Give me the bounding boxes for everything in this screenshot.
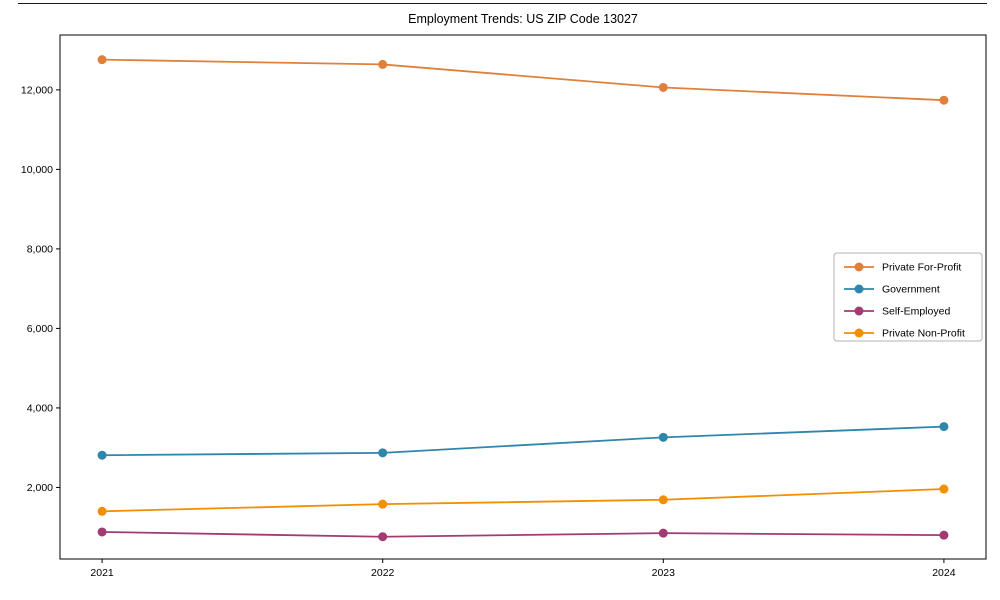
data-point-private-for-profit [378,59,388,69]
data-point-government [658,432,668,442]
data-point-government [97,450,107,460]
data-point-private-non-profit [939,484,949,494]
data-point-government [939,422,949,432]
legend-label-self-employed: Self-Employed [882,306,950,318]
window-top-border [18,3,987,4]
y-tick-label: 4,000 [27,403,53,415]
legend-marker-private-non-profit [854,328,864,338]
x-tick-label: 2021 [90,567,114,579]
data-point-private-non-profit [97,506,107,516]
x-tick-label: 2022 [371,567,395,579]
data-point-private-for-profit [97,55,107,65]
data-point-self-employed [939,530,949,540]
y-tick-label: 10,000 [21,164,53,176]
data-point-self-employed [378,532,388,542]
y-tick-label: 6,000 [27,323,53,335]
series-line-private-for-profit [102,58,944,102]
x-tick-label: 2024 [932,567,956,579]
y-tick-label: 12,000 [21,84,53,96]
legend-marker-self-employed [854,306,864,316]
data-point-private-non-profit [378,499,388,509]
chart-title: Employment Trends: US ZIP Code 13027 [408,12,638,26]
legend-box [833,252,983,342]
data-point-private-for-profit [658,82,668,92]
series-line-self-employed [102,531,944,538]
data-point-government [378,448,388,458]
y-tick-label: 2,000 [27,482,53,494]
x-tick-label: 2023 [652,567,676,579]
legend-label-private-non-profit: Private Non-Profit [882,328,965,340]
data-point-self-employed [97,527,107,537]
data-point-private-non-profit [658,495,668,505]
legend-label-private-for-profit: Private For-Profit [882,262,961,274]
data-point-private-for-profit [939,95,949,105]
data-point-self-employed [658,528,668,538]
y-tick-label: 8,000 [27,243,53,255]
series-line-private-non-profit [102,488,944,513]
series-line-government [102,425,944,457]
legend-marker-government [854,284,864,294]
legend-marker-private-for-profit [854,262,864,272]
plot-area [59,34,987,560]
legend-label-government: Government [882,284,940,296]
